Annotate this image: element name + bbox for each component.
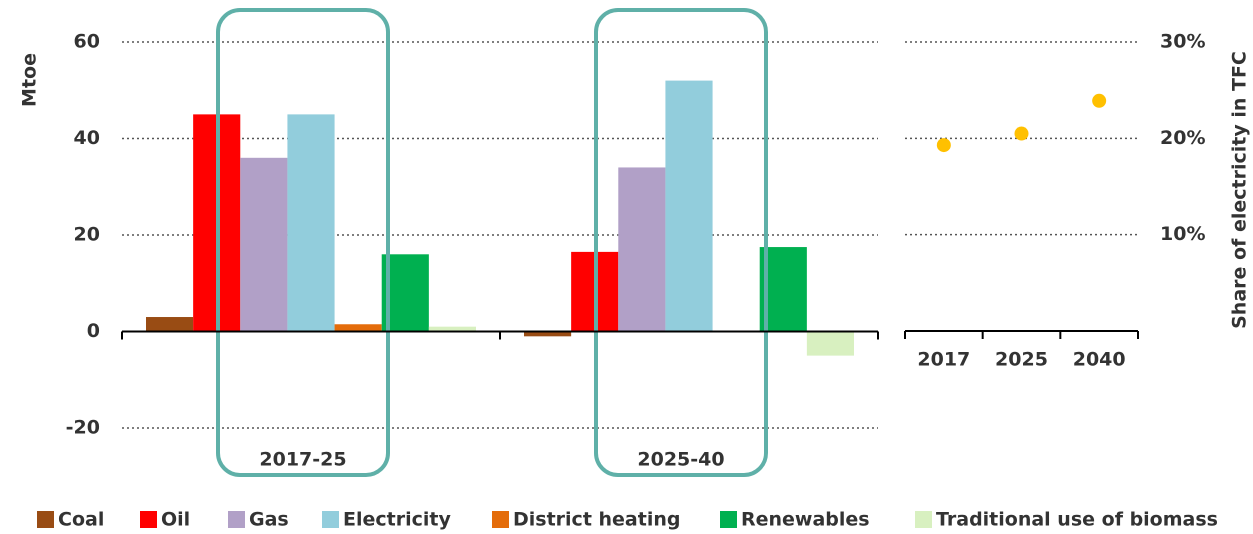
bar <box>240 157 288 332</box>
bar <box>618 167 666 332</box>
x-tick-label: 2017 <box>917 349 970 371</box>
point <box>1014 126 1029 141</box>
legend-label: Traditional use of biomass <box>936 509 1218 531</box>
bar <box>524 331 572 337</box>
bar <box>287 114 335 332</box>
legend-swatch <box>915 511 932 528</box>
bar <box>665 80 713 332</box>
y-tick-label: 10% <box>1160 223 1205 245</box>
y-tick-label: 60 <box>74 31 100 53</box>
y-tick-label: 20% <box>1160 127 1205 149</box>
y-axis-label: Mtoe <box>19 53 41 107</box>
y-tick-label: 40 <box>74 127 100 149</box>
y-tick-label: 30% <box>1160 31 1205 53</box>
bar <box>146 317 194 332</box>
x-tick-label: 2025 <box>995 349 1048 371</box>
point <box>1092 93 1107 108</box>
legend-label: Renewables <box>741 509 870 531</box>
y-axis-label: Share of electricity in TFC <box>1229 51 1251 329</box>
bar <box>806 331 854 356</box>
legend-label: District heating <box>513 509 680 531</box>
legend-label: Electricity <box>343 509 451 531</box>
point <box>936 138 951 153</box>
y-tick-label: -20 <box>66 417 100 439</box>
legend-swatch <box>228 511 245 528</box>
legend-label: Gas <box>249 509 289 531</box>
highlight-box <box>216 8 390 477</box>
legend-swatch <box>492 511 509 528</box>
legend-label: Coal <box>58 509 104 531</box>
bar <box>428 326 476 332</box>
legend-swatch <box>322 511 339 528</box>
y-tick-label: 0 <box>87 320 100 342</box>
x-tick-label: 2017-25 <box>259 449 346 471</box>
highlight-box <box>594 8 768 477</box>
legend-swatch <box>140 511 157 528</box>
legend-swatch <box>37 511 54 528</box>
bar <box>334 324 382 332</box>
x-tick-label: 2040 <box>1073 349 1126 371</box>
legend-label: Oil <box>161 509 190 531</box>
y-tick-label: 20 <box>74 224 100 246</box>
legend-swatch <box>720 511 737 528</box>
x-tick-label: 2025-40 <box>637 449 724 471</box>
